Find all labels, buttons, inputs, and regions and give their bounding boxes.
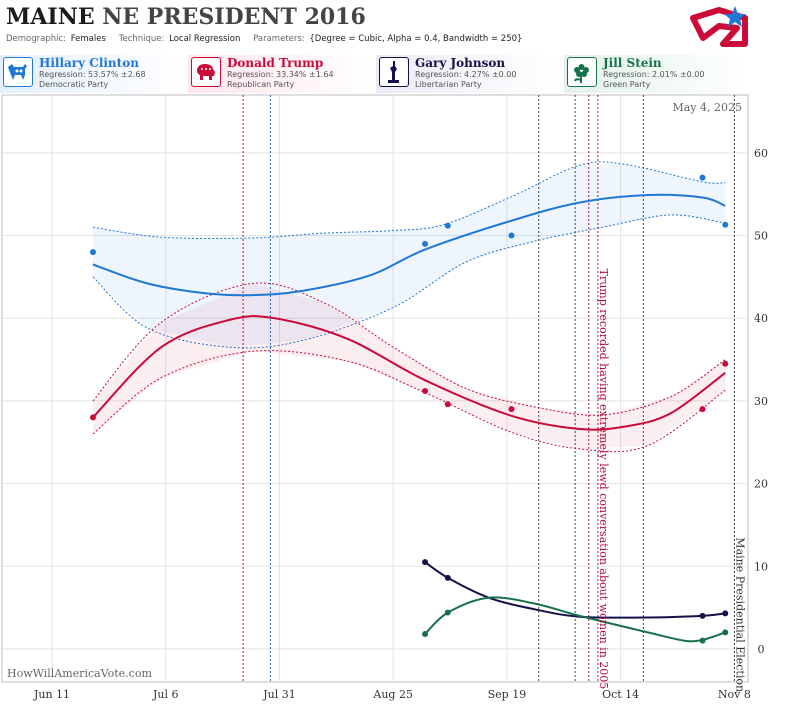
candidate-name: Donald Trump	[227, 56, 324, 70]
y-tick-label: 20	[754, 478, 768, 491]
poll-point	[508, 232, 515, 239]
poll-point	[422, 631, 429, 638]
legend-item-clinton: Hillary Clinton Regression: 53.57% ±2.68…	[0, 55, 186, 93]
upper-bound-line	[92, 282, 726, 416]
x-tick-label: Oct 14	[602, 688, 639, 701]
regression-line	[424, 596, 726, 643]
legend-item-stein: Jill Stein Regression: 2.01% ±0.00 Green…	[564, 55, 750, 93]
poll-point	[89, 414, 96, 421]
event-annotation: Trump recorded having extremely lewd con…	[597, 269, 610, 690]
legend-item-trump: Donald Trump Regression: 33.34% ±1.64 Re…	[188, 55, 374, 93]
candidate-regression: Regression: 4.27% ±0.00	[415, 70, 517, 79]
candidate-regression: Regression: 33.34% ±1.64	[227, 70, 334, 79]
plot-area	[1, 94, 749, 683]
x-tick-label: Jul 31	[262, 688, 296, 701]
poll-point	[444, 609, 451, 616]
lower-bound-line	[92, 214, 726, 349]
candidate-name: Gary Johnson	[415, 56, 506, 70]
poll-point	[422, 559, 429, 566]
x-tick-label: Jun 11	[33, 688, 70, 701]
demographic-value: Females	[70, 34, 106, 44]
poll-point	[699, 406, 706, 413]
regression-line	[92, 315, 726, 431]
y-tick-label: 30	[754, 395, 768, 408]
poll-point	[422, 387, 429, 394]
legend-item-johnson: Gary Johnson Regression: 4.27% ±0.00 Lib…	[376, 55, 562, 93]
poll-point	[722, 610, 729, 617]
poll-point	[699, 612, 706, 619]
demographic-label: Demographic:	[6, 34, 67, 44]
y-tick-label: 10	[754, 560, 768, 573]
watermark: HowWillAmericaVote.com	[7, 667, 152, 680]
regression-line	[424, 561, 726, 619]
site-logo-icon	[690, 6, 748, 47]
y-tick-label: 0	[758, 643, 765, 656]
candidate-party: Republican Party	[227, 80, 295, 89]
candidate-regression: Regression: 2.01% ±0.00	[603, 70, 705, 79]
y-tick-label: 50	[754, 230, 768, 243]
poll-point	[722, 629, 729, 636]
poll-point	[444, 222, 451, 229]
candidate-name: Jill Stein	[603, 56, 662, 70]
confidence-band	[93, 283, 726, 449]
poll-point	[699, 637, 706, 644]
candidate-party: Green Party	[603, 80, 651, 89]
candidate-party: Libertarian Party	[415, 80, 482, 89]
x-tick-label: Jul 6	[152, 688, 179, 701]
poll-point	[722, 221, 729, 228]
poll-point	[722, 360, 729, 367]
candidate-regression: Regression: 53.57% ±2.68	[39, 70, 146, 79]
poll-point	[508, 406, 515, 413]
lower-bound-line	[92, 350, 726, 453]
x-tick-label: Aug 25	[372, 688, 413, 701]
poll-point	[444, 574, 451, 581]
parameters-value: {Degree = Cubic, Alpha = 0.4, Bandwidth …	[309, 34, 523, 44]
y-tick-label: 60	[754, 147, 768, 160]
candidate-party: Democratic Party	[39, 80, 109, 89]
elephant-icon	[191, 57, 221, 87]
statue-of-liberty-icon	[379, 57, 409, 87]
regression-line	[92, 193, 726, 297]
y-tick-label: 40	[754, 312, 768, 325]
poll-point	[422, 240, 429, 247]
chart-parameters: Demographic: Females Technique: Local Re…	[6, 34, 524, 44]
candidate-name: Hillary Clinton	[39, 56, 139, 70]
title-rest: NE PRESIDENT 2016	[102, 4, 366, 30]
poll-point	[89, 249, 96, 256]
parameters-label: Parameters:	[253, 34, 305, 44]
technique-value: Local Regression	[169, 34, 241, 44]
poll-point	[699, 174, 706, 181]
poll-point	[444, 401, 451, 408]
technique-label: Technique:	[118, 34, 165, 44]
x-tick-label: Sep 19	[488, 688, 527, 701]
date-label: May 4, 2025	[672, 101, 742, 114]
page-title: MAINE NE PRESIDENT 2016	[6, 4, 366, 30]
candidate-legend: Hillary Clinton Regression: 53.57% ±2.68…	[0, 55, 752, 93]
flower-icon	[567, 57, 597, 87]
title-state: MAINE	[6, 4, 95, 30]
election-annotation: Maine Presidential Election	[733, 537, 746, 692]
x-tick-label: Nov 8	[718, 688, 751, 701]
donkey-icon	[3, 57, 33, 87]
